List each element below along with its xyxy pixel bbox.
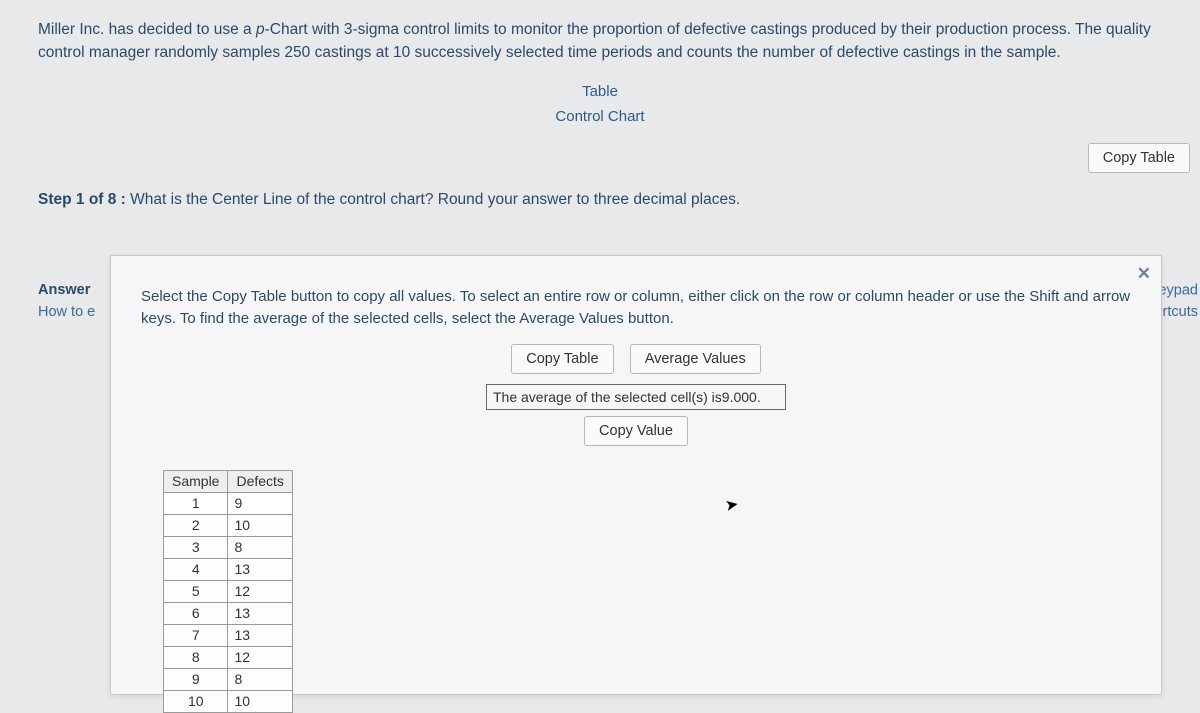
cell-sample[interactable]: 4 xyxy=(164,558,228,580)
table-row[interactable]: 19 xyxy=(164,492,293,514)
cell-defects[interactable]: 10 xyxy=(228,514,292,536)
cell-sample[interactable]: 7 xyxy=(164,624,228,646)
cell-sample[interactable]: 5 xyxy=(164,580,228,602)
cell-sample[interactable]: 9 xyxy=(164,668,228,690)
step-question: What is the Center Line of the control c… xyxy=(126,191,740,208)
table-row[interactable]: 1010 xyxy=(164,690,293,712)
table-row[interactable]: 713 xyxy=(164,624,293,646)
header-defects[interactable]: Defects xyxy=(228,470,292,492)
copy-table-button-top[interactable]: Copy Table xyxy=(1088,143,1190,173)
avg-prefix: The average of the selected cell(s) is xyxy=(493,389,722,405)
table-row[interactable]: 98 xyxy=(164,668,293,690)
copy-value-button[interactable]: Copy Value xyxy=(584,416,688,446)
cell-defects[interactable]: 9 xyxy=(228,492,292,514)
table-row[interactable]: 613 xyxy=(164,602,293,624)
defects-table[interactable]: Sample Defects 1921038413512613713812981… xyxy=(163,470,293,713)
copy-table-button[interactable]: Copy Table xyxy=(511,344,613,374)
avg-value: 9.000 xyxy=(722,389,757,405)
cell-defects[interactable]: 13 xyxy=(228,558,292,580)
problem-text-1a: Miller Inc. has decided to use a xyxy=(38,21,256,38)
cell-sample[interactable]: 2 xyxy=(164,514,228,536)
close-icon[interactable]: ✕ xyxy=(1137,264,1151,284)
cell-defects[interactable]: 10 xyxy=(228,690,292,712)
table-row[interactable]: 38 xyxy=(164,536,293,558)
problem-text-1c: -Chart with 3-sigma control limits to mo… xyxy=(265,21,1151,38)
table-header-row[interactable]: Sample Defects xyxy=(164,470,293,492)
table-row[interactable]: 812 xyxy=(164,646,293,668)
problem-text-2c: castings at xyxy=(310,44,393,61)
step-prefix: Step 1 of 8 : xyxy=(38,191,126,208)
cell-sample[interactable]: 3 xyxy=(164,536,228,558)
problem-text-10: 10 xyxy=(393,44,410,61)
problem-text-2e: successively selected time periods and c… xyxy=(410,44,1060,61)
cell-defects[interactable]: 13 xyxy=(228,624,292,646)
control-chart-link[interactable]: Control Chart xyxy=(555,104,644,129)
cell-defects[interactable]: 13 xyxy=(228,602,292,624)
cell-sample[interactable]: 10 xyxy=(164,690,228,712)
table-row[interactable]: 413 xyxy=(164,558,293,580)
avg-suffix: . xyxy=(757,389,761,405)
header-sample[interactable]: Sample xyxy=(164,470,228,492)
cell-sample[interactable]: 8 xyxy=(164,646,228,668)
table-row[interactable]: 210 xyxy=(164,514,293,536)
table-popup: ✕ Select the Copy Table button to copy a… xyxy=(110,255,1162,695)
cell-defects[interactable]: 12 xyxy=(228,646,292,668)
cell-defects[interactable]: 8 xyxy=(228,668,292,690)
cell-defects[interactable]: 8 xyxy=(228,536,292,558)
cell-sample[interactable]: 1 xyxy=(164,492,228,514)
cell-sample[interactable]: 6 xyxy=(164,602,228,624)
cell-defects[interactable]: 12 xyxy=(228,580,292,602)
problem-text-2a: control manager randomly samples xyxy=(38,44,284,61)
average-values-button[interactable]: Average Values xyxy=(630,344,761,374)
answer-sidebar-labels: Answer How to e xyxy=(38,280,95,324)
table-row[interactable]: 512 xyxy=(164,580,293,602)
problem-text-250: 250 xyxy=(284,44,310,61)
reference-links: Table Control Chart xyxy=(0,73,1200,143)
problem-statement: Miller Inc. has decided to use a p-Chart… xyxy=(0,0,1200,73)
table-link[interactable]: Table xyxy=(582,79,618,104)
problem-text-p: p xyxy=(256,21,265,38)
answer-label: Answer xyxy=(38,280,95,302)
how-to-enter-label[interactable]: How to e xyxy=(38,302,95,324)
popup-instructions: Select the Copy Table button to copy all… xyxy=(111,256,1161,344)
step-prompt: Step 1 of 8 : What is the Center Line of… xyxy=(0,191,1200,225)
average-result-box: The average of the selected cell(s) is9.… xyxy=(486,384,786,410)
